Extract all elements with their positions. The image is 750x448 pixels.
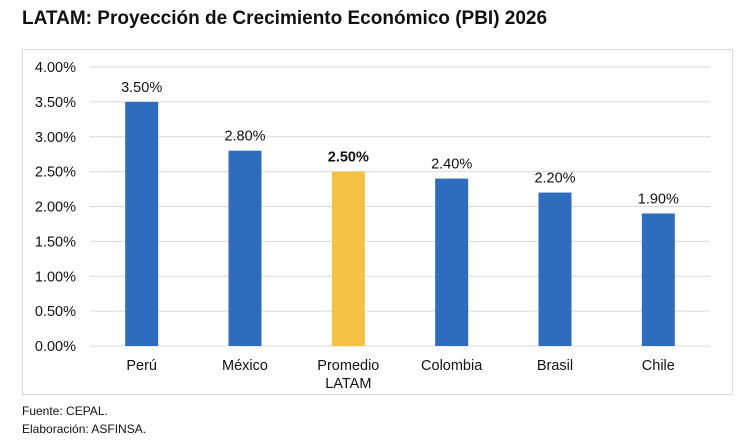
- bar: [538, 192, 572, 346]
- data-label: 1.90%: [638, 191, 679, 207]
- y-tick-label: 2.50%: [35, 165, 76, 181]
- y-tick-label: 3.00%: [35, 130, 76, 146]
- x-tick-label: Promedio: [317, 358, 379, 374]
- x-tick-label: Colombia: [421, 358, 483, 374]
- elaboration-note: Elaboración: ASFINSA.: [22, 422, 147, 436]
- bar: [435, 178, 469, 346]
- x-tick-label: México: [222, 358, 268, 374]
- bar: [125, 101, 159, 346]
- data-label: 2.80%: [224, 129, 265, 145]
- y-tick-label: 3.50%: [35, 95, 76, 111]
- x-tick-label: Brasil: [537, 358, 573, 374]
- y-tick-label: 2.00%: [35, 200, 76, 216]
- source-note: Fuente: CEPAL.: [22, 404, 108, 418]
- x-tick-label: Perú: [126, 358, 157, 374]
- data-label: 2.40%: [431, 157, 472, 173]
- x-tick-label: LATAM: [325, 376, 371, 392]
- x-tick-label: Chile: [642, 358, 675, 374]
- data-label: 3.50%: [121, 80, 162, 96]
- y-tick-label: 0.00%: [35, 339, 76, 355]
- bar: [331, 171, 365, 346]
- y-tick-label: 0.50%: [35, 304, 76, 320]
- data-label: 2.50%: [328, 150, 369, 166]
- bar: [228, 150, 262, 346]
- y-tick-label: 4.00%: [35, 60, 76, 76]
- chart-frame: [22, 49, 733, 395]
- y-tick-label: 1.00%: [35, 269, 76, 285]
- y-tick-label: 1.50%: [35, 234, 76, 250]
- chart-title: LATAM: Proyección de Crecimiento Económi…: [22, 8, 548, 29]
- bar: [641, 213, 675, 346]
- data-label: 2.20%: [534, 171, 575, 187]
